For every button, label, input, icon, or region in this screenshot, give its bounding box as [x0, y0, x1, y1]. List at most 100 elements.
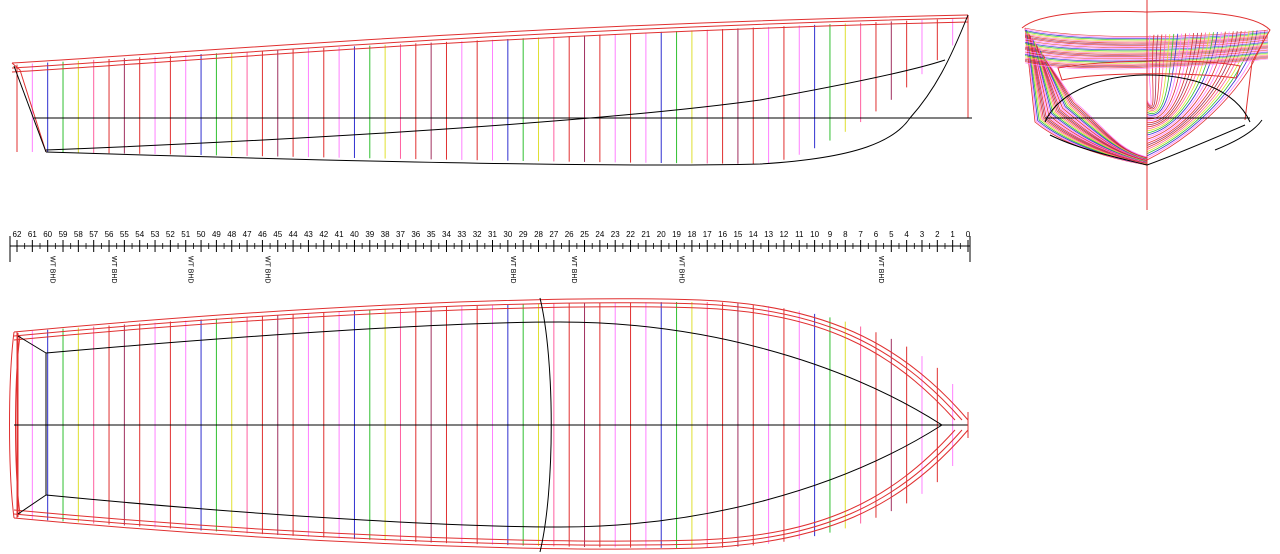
- station-label: 27: [549, 230, 558, 239]
- station-label: 24: [595, 230, 604, 239]
- body-deck-line: [1024, 38, 1269, 47]
- station-label: 22: [626, 230, 635, 239]
- body-fwd-section: [1146, 33, 1175, 115]
- body-aft-section: [1044, 57, 1148, 158]
- body-plan-bottom-outline: [1049, 124, 1246, 166]
- station-label: 6: [874, 230, 879, 239]
- body-deck-line: [1024, 46, 1269, 56]
- body-plan-sections: [1024, 27, 1269, 166]
- station-label: 39: [365, 230, 374, 239]
- body-deck-line: [1024, 44, 1269, 54]
- station-label: 60: [43, 230, 52, 239]
- body-fwd-section: [1146, 32, 1210, 132]
- station-label: 46: [258, 230, 267, 239]
- station-label: 40: [350, 230, 359, 239]
- station-label: 2: [935, 230, 940, 239]
- station-label: 38: [381, 230, 390, 239]
- station-label: 43: [304, 230, 313, 239]
- station-label: 44: [289, 230, 298, 239]
- plan-transom-corner: [17, 335, 47, 515]
- body-deck-line: [1024, 53, 1269, 64]
- station-label: 52: [166, 230, 175, 239]
- body-fwd-section: [1146, 32, 1202, 128]
- station-label: 5: [889, 230, 894, 239]
- plan-gunwale-lower: [13, 429, 969, 550]
- body-deck-line: [1024, 43, 1269, 53]
- bulkhead-label: WT BHD: [678, 256, 685, 283]
- station-label: 55: [120, 230, 129, 239]
- station-scale-labels: 62 61 60 59 58 57 56 55 54 53 52 51 50 49 48 47 46 45 44 43…: [13, 230, 971, 239]
- station-label: 57: [89, 230, 98, 239]
- body-fwd-section: [1146, 30, 1246, 151]
- station-label: 61: [28, 230, 37, 239]
- station-label: 50: [197, 230, 206, 239]
- bulkhead-label: WT BHD: [49, 256, 56, 283]
- profile-view: [11, 14, 972, 166]
- station-label: 35: [427, 230, 436, 239]
- body-fwd-section: [1146, 33, 1183, 118]
- station-label: 11: [795, 230, 804, 239]
- bulkhead-label: WT BHD: [187, 256, 194, 283]
- station-label: 32: [473, 230, 482, 239]
- body-deck-line: [1024, 48, 1269, 58]
- station-scale-ticks: [9, 236, 971, 262]
- body-fwd-section: [1146, 33, 1179, 116]
- body-plan-sheer-outline: [1021, 10, 1271, 121]
- plan-gunwale-upper: [13, 298, 969, 421]
- station-label: 12: [779, 230, 788, 239]
- station-label: 54: [135, 230, 144, 239]
- body-deck-line: [1024, 41, 1269, 51]
- station-label: 7: [858, 230, 863, 239]
- body-deck-line: [1024, 36, 1269, 45]
- body-fwd-section: [1146, 33, 1195, 124]
- station-label: 30: [503, 230, 512, 239]
- station-label: 15: [733, 230, 742, 239]
- body-deck-line: [1024, 37, 1269, 46]
- body-fwd-section: [1146, 32, 1198, 126]
- body-fwd-section: [1146, 32, 1206, 130]
- station-label: 13: [764, 230, 773, 239]
- station-label: 34: [442, 230, 451, 239]
- body-deck-line: [1024, 58, 1269, 70]
- station-label: 19: [672, 230, 681, 239]
- plan-chine-lower: [45, 424, 943, 528]
- station-label: 23: [611, 230, 620, 239]
- body-fwd-section: [1146, 34, 1167, 111]
- body-fwd-section: [1146, 30, 1242, 148]
- body-deck-line: [1024, 47, 1269, 57]
- station-label: 42: [319, 230, 328, 239]
- station-label: 48: [227, 230, 236, 239]
- station-label: 25: [580, 230, 589, 239]
- station-label: 58: [74, 230, 83, 239]
- bulkhead-label: WT BHD: [877, 256, 884, 283]
- body-deck-line: [1024, 45, 1269, 55]
- station-label: 26: [565, 230, 574, 239]
- station-label: 21: [641, 230, 650, 239]
- body-deck-line: [1024, 39, 1269, 48]
- station-label: 31: [488, 230, 497, 239]
- body-deck-line: [1024, 28, 1269, 38]
- station-label: 14: [749, 230, 758, 239]
- profile-sheer-line: [11, 14, 969, 73]
- station-label: 9: [828, 230, 833, 239]
- bulkhead-label: WT BHD: [570, 256, 577, 283]
- body-fwd-section: [1146, 32, 1214, 134]
- bulkhead-labels: WT BHD WT BHD WT BHD WT BHD WT BHD WT BHD WT B…: [49, 256, 884, 283]
- body-fwd-section: [1146, 31, 1222, 138]
- body-plan-view: [1021, 0, 1271, 210]
- station-label: 28: [534, 230, 543, 239]
- profile-transom-line: [11, 62, 47, 153]
- profile-chine-line: [45, 59, 946, 151]
- body-fwd-section: [1146, 34, 1163, 110]
- station-label: 45: [273, 230, 282, 239]
- station-scale: 62 61 60 59 58 57 56 55 54 53 52 51 50 49 48 47 46 45 44 43…: [9, 230, 971, 283]
- body-deck-line: [1024, 42, 1269, 52]
- station-label: 33: [457, 230, 466, 239]
- station-label: 16: [718, 230, 727, 239]
- profile-stem-black: [909, 14, 969, 119]
- body-deck-line: [1024, 34, 1269, 44]
- profile-station-lines: [16, 18, 954, 164]
- bulkhead-label: WT BHD: [263, 256, 270, 283]
- profile-keel-line: [45, 117, 911, 166]
